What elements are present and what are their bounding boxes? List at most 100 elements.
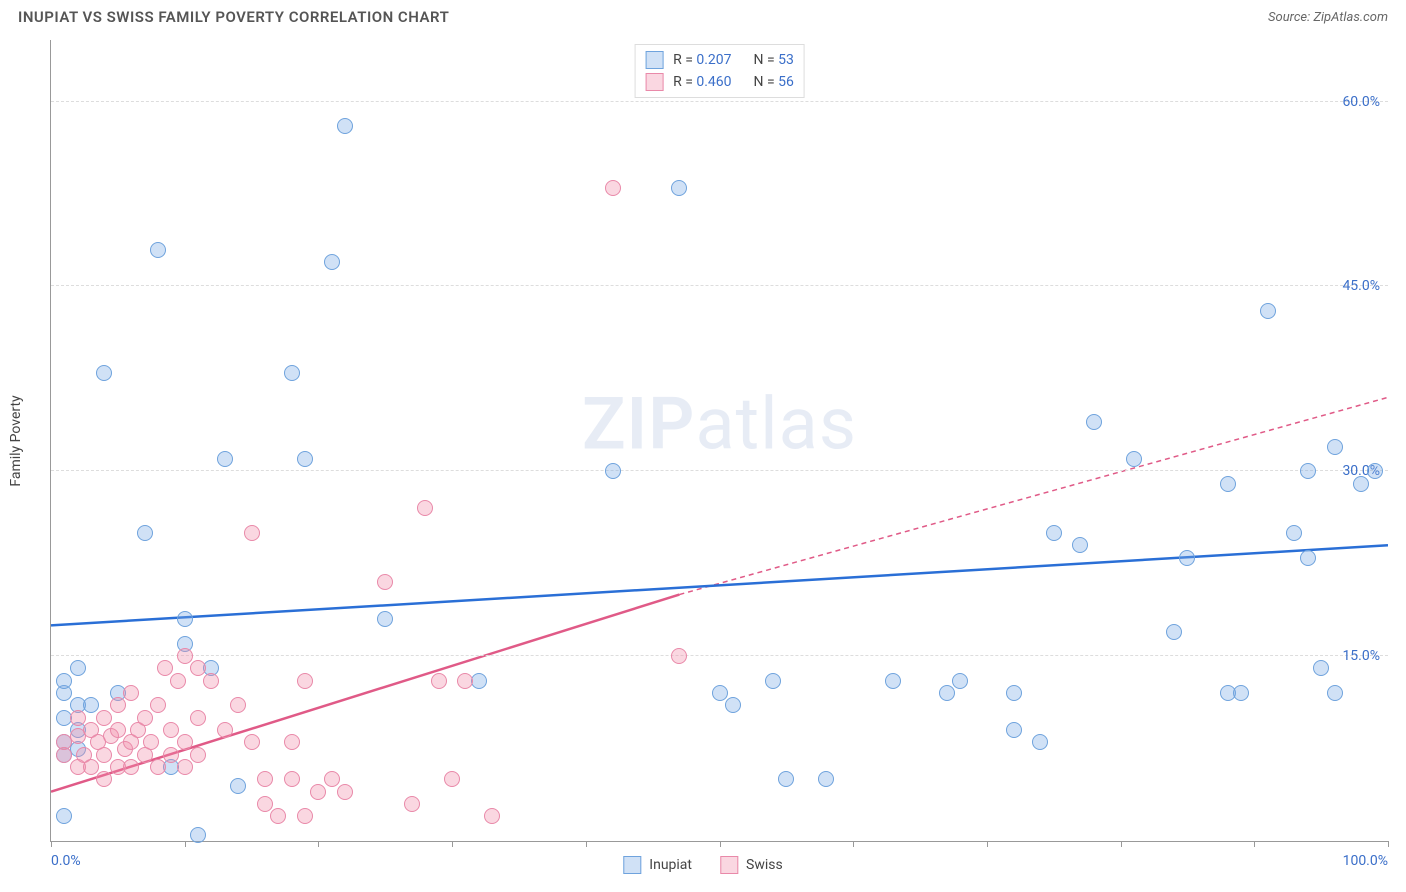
scatter-point: [137, 525, 153, 541]
scatter-point: [337, 118, 353, 134]
scatter-point: [190, 710, 206, 726]
scatter-point: [712, 685, 728, 701]
scatter-point: [110, 722, 126, 738]
legend-swatch: [720, 856, 738, 874]
scatter-point: [297, 451, 313, 467]
scatter-point: [257, 771, 273, 787]
scatter-point: [177, 734, 193, 750]
scatter-point: [1313, 660, 1329, 676]
scatter-point: [284, 771, 300, 787]
legend-item: Inupiat: [623, 856, 692, 874]
scatter-point: [484, 808, 500, 824]
scatter-point: [83, 697, 99, 713]
scatter-point: [324, 771, 340, 787]
r-label: R = 0.460: [673, 74, 731, 90]
scatter-point: [297, 808, 313, 824]
scatter-point: [605, 180, 621, 196]
scatter-point: [377, 611, 393, 627]
y-tick-label: 15.0%: [1342, 648, 1380, 664]
scatter-point: [725, 697, 741, 713]
scatter-point: [96, 747, 112, 763]
scatter-point: [457, 673, 473, 689]
scatter-point: [1327, 685, 1343, 701]
scatter-point: [671, 180, 687, 196]
legend-label: Inupiat: [649, 857, 692, 873]
scatter-point: [56, 673, 72, 689]
trend-lines: [51, 40, 1388, 841]
y-tick-label: 45.0%: [1342, 278, 1380, 294]
scatter-point: [297, 673, 313, 689]
scatter-point: [1046, 525, 1062, 541]
x-tick-label: 0.0%: [51, 853, 81, 869]
scatter-point: [123, 685, 139, 701]
gridline: [51, 101, 1388, 102]
scatter-point: [230, 778, 246, 794]
scatter-point: [217, 451, 233, 467]
scatter-point: [123, 759, 139, 775]
x-tick: [185, 841, 186, 847]
scatter-point: [137, 710, 153, 726]
scatter-point: [96, 365, 112, 381]
x-tick-label: 100.0%: [1343, 853, 1388, 869]
correlation-legend: R = 0.207N = 53R = 0.460N = 56: [634, 44, 805, 98]
plot-area: ZIPatlas R = 0.207N = 53R = 0.460N = 56 …: [50, 40, 1388, 842]
scatter-point: [1126, 451, 1142, 467]
y-tick-label: 60.0%: [1342, 94, 1380, 110]
scatter-point: [1260, 303, 1276, 319]
scatter-point: [157, 660, 173, 676]
chart-title: INUPIAT VS SWISS FAMILY POVERTY CORRELAT…: [18, 8, 449, 26]
scatter-point: [778, 771, 794, 787]
x-tick: [1254, 841, 1255, 847]
gridline: [51, 655, 1388, 656]
scatter-point: [244, 734, 260, 750]
legend-row: R = 0.460N = 56: [645, 71, 794, 93]
scatter-point: [324, 254, 340, 270]
legend-swatch: [645, 51, 663, 69]
x-tick: [452, 841, 453, 847]
scatter-point: [1086, 414, 1102, 430]
scatter-point: [70, 660, 86, 676]
scatter-point: [377, 574, 393, 590]
scatter-point: [1006, 685, 1022, 701]
legend-label: Swiss: [746, 857, 783, 873]
scatter-point: [1367, 463, 1383, 479]
scatter-point: [150, 759, 166, 775]
scatter-point: [885, 673, 901, 689]
scatter-point: [150, 697, 166, 713]
y-axis-label: Family Poverty: [8, 395, 24, 486]
scatter-point: [404, 796, 420, 812]
scatter-point: [96, 771, 112, 787]
scatter-point: [190, 747, 206, 763]
scatter-point: [818, 771, 834, 787]
scatter-point: [605, 463, 621, 479]
scatter-point: [190, 660, 206, 676]
scatter-point: [310, 784, 326, 800]
scatter-point: [431, 673, 447, 689]
scatter-point: [337, 784, 353, 800]
scatter-point: [56, 808, 72, 824]
scatter-point: [1353, 476, 1369, 492]
scatter-point: [1166, 624, 1182, 640]
scatter-point: [70, 710, 86, 726]
scatter-point: [1220, 476, 1236, 492]
scatter-point: [444, 771, 460, 787]
gridline: [51, 285, 1388, 286]
scatter-point: [217, 722, 233, 738]
scatter-point: [150, 242, 166, 258]
scatter-point: [170, 673, 186, 689]
x-tick: [318, 841, 319, 847]
x-tick: [51, 841, 52, 847]
scatter-point: [190, 827, 206, 843]
x-tick: [1121, 841, 1122, 847]
x-tick: [1388, 841, 1389, 847]
scatter-point: [952, 673, 968, 689]
x-tick: [586, 841, 587, 847]
scatter-point: [203, 673, 219, 689]
scatter-point: [177, 648, 193, 664]
legend-row: R = 0.207N = 53: [645, 49, 794, 71]
chart-area: Family Poverty ZIPatlas R = 0.207N = 53R…: [50, 40, 1388, 842]
scatter-point: [163, 722, 179, 738]
r-label: R = 0.207: [673, 52, 731, 68]
source-attribution: Source: ZipAtlas.com: [1268, 10, 1388, 25]
scatter-point: [244, 525, 260, 541]
